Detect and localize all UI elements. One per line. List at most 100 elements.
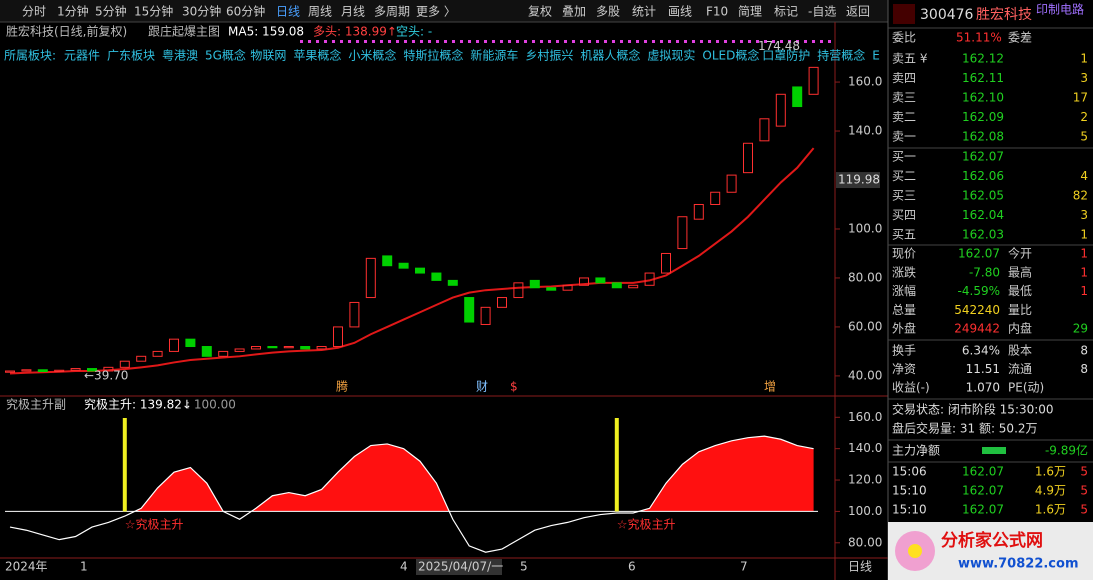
candle	[431, 272, 442, 281]
toolbar	[0, 0, 888, 22]
flow-value: -9.89亿	[1045, 443, 1088, 458]
book-label: 卖二	[892, 110, 916, 124]
toolbar-button[interactable]: 标记	[774, 5, 798, 19]
book-volume: 3	[1080, 208, 1088, 222]
y-tick-label: 160.0	[848, 410, 882, 424]
signal-dot	[572, 40, 575, 43]
x-tick-label: 7	[740, 560, 748, 574]
toolbar-button[interactable]: 统计	[632, 5, 656, 19]
book-label: 买四	[892, 208, 916, 222]
candle	[513, 282, 524, 299]
sector-tag: 广东板块	[107, 49, 155, 63]
toolbar-button[interactable]: 日线	[276, 5, 300, 19]
toolbar-button[interactable]: 月线	[341, 5, 365, 19]
stat-label: 股本	[1008, 344, 1032, 358]
book-label: 买一	[892, 150, 916, 164]
toolbar-button[interactable]: F10	[706, 5, 728, 19]
book-price: 162.04	[962, 208, 1004, 222]
signal-dot	[364, 40, 367, 43]
sector-tag: 小米概念	[348, 48, 396, 63]
stat-label: 净资	[892, 362, 916, 376]
candle	[267, 346, 278, 349]
signal-dot	[556, 40, 559, 43]
y-tick-label: 80.00	[848, 535, 882, 549]
signal-dot	[660, 40, 663, 43]
toolbar-button[interactable]: 复权	[528, 5, 552, 19]
signal-dot	[684, 40, 687, 43]
candle	[808, 66, 819, 95]
toolbar-button[interactable]: 1分钟	[57, 4, 89, 19]
toolbar-button[interactable]: 分时	[22, 5, 46, 19]
signal-dot	[652, 40, 655, 43]
stock-code: 300476	[920, 7, 974, 23]
signal-dot	[532, 40, 535, 43]
toolbar-button[interactable]: 15分钟	[134, 4, 173, 19]
book-volume: 1	[1080, 52, 1088, 66]
tick-time: 15:10	[892, 484, 927, 498]
book-label: 买二	[892, 169, 916, 183]
signal-dot	[476, 40, 479, 43]
stat-label: 外盘	[892, 321, 916, 336]
candle	[726, 174, 737, 193]
sector-tag: 口罩防护	[762, 48, 810, 63]
signal-dot	[644, 40, 647, 43]
toolbar-button[interactable]: 30分钟	[182, 4, 221, 19]
toolbar-button[interactable]: 画线	[668, 5, 692, 19]
signal-dot	[612, 40, 615, 43]
stock-name: 胜宏科技	[976, 7, 1032, 23]
toolbar-button[interactable]: 更多 〉	[416, 5, 456, 19]
book-volume: 82	[1073, 189, 1088, 203]
stat-value: 8	[1080, 344, 1088, 358]
candle	[775, 93, 786, 127]
trade-status: 交易状态: 闭市阶段 15:30:00	[892, 402, 1054, 417]
candle	[759, 118, 770, 142]
toolbar-button[interactable]: 周线	[308, 5, 332, 19]
sub-value: 究极主升: 139.82↓	[84, 397, 192, 412]
tick-price: 162.07	[962, 484, 1004, 498]
y-tick-label: 80.00	[848, 270, 882, 284]
candle	[628, 284, 639, 289]
tick-price: 162.07	[962, 503, 1004, 517]
high-label: 174.48	[758, 39, 800, 53]
stat-label: 流通	[1008, 362, 1032, 376]
x-tick-label: 6	[628, 560, 636, 574]
toolbar-button[interactable]: -自选	[808, 5, 836, 19]
sub-title: 究极主升副	[6, 397, 66, 412]
candle	[365, 257, 376, 299]
toolbar-button[interactable]: 60分钟	[226, 4, 265, 19]
book-label: 卖一	[892, 130, 916, 144]
toolbar-button[interactable]: 多股	[596, 5, 620, 19]
sector-tag: 新能源车	[470, 48, 518, 63]
candle	[169, 338, 179, 352]
signal-dot	[380, 40, 383, 43]
signal-dot	[748, 40, 751, 43]
candle	[185, 338, 196, 348]
row-label: 委差	[1008, 31, 1032, 45]
toolbar-button[interactable]: 叠加	[562, 5, 586, 19]
toolbar-button[interactable]: 5分钟	[95, 4, 127, 19]
tick-time: 15:10	[892, 503, 927, 517]
candle	[611, 282, 622, 289]
signal-dot	[620, 40, 623, 43]
toolbar-button[interactable]: 多周期	[374, 5, 410, 19]
candle	[743, 142, 753, 174]
y-tick-label: 140.0	[848, 441, 882, 455]
candle	[644, 272, 655, 286]
tick-volume: 4.9万	[1035, 484, 1066, 498]
toolbar-button[interactable]: 返回	[846, 5, 870, 19]
stat-label: 现价	[892, 247, 916, 261]
candle	[333, 326, 343, 348]
signal-bar	[614, 418, 619, 512]
book-price: 162.07	[962, 150, 1004, 164]
signal-label: ☆究极主升	[617, 517, 676, 532]
candle	[677, 216, 688, 250]
book-price: 162.03	[962, 228, 1004, 242]
signal-dot	[796, 40, 799, 43]
stat-value: 249442	[954, 322, 1000, 336]
signal-dot	[780, 40, 783, 43]
book-volume: 3	[1080, 71, 1088, 85]
book-label: 买三	[892, 189, 916, 203]
cursor-price: 119.98	[838, 173, 880, 187]
toolbar-button[interactable]: 简理	[738, 5, 762, 19]
